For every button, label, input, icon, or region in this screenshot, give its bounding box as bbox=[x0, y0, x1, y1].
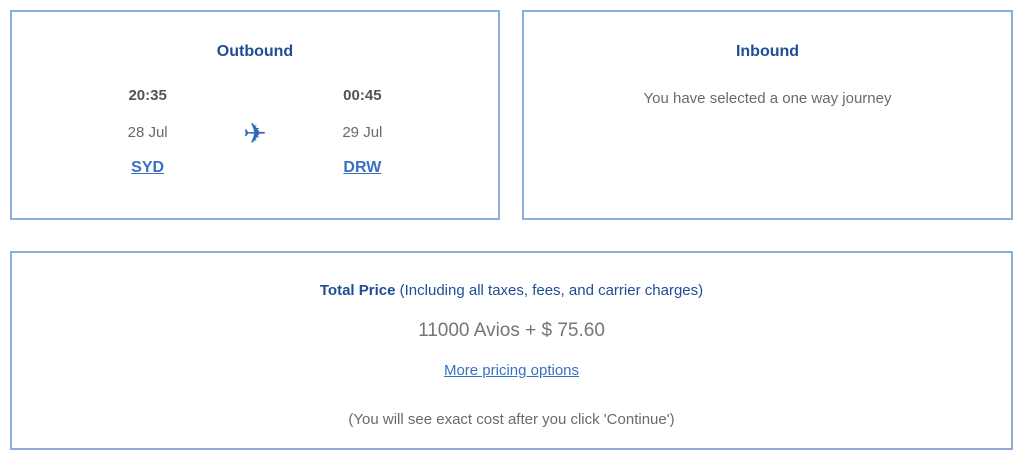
outbound-journey: 20:35 28 Jul SYD ✈ 00:45 29 Jul DRW bbox=[12, 87, 498, 177]
total-price-heading: Total Price (Including all taxes, fees, … bbox=[12, 282, 1011, 299]
departure-time: 20:35 bbox=[128, 87, 167, 104]
price-value: 11000 Avios + $ 75.60 bbox=[418, 320, 605, 341]
arrival-airport-link[interactable]: DRW bbox=[343, 159, 382, 176]
more-pricing-options-link[interactable]: More pricing options bbox=[443, 362, 580, 379]
journey-cards-row: Outbound 20:35 28 Jul SYD ✈ 00:45 29 Jul… bbox=[10, 10, 1013, 220]
departure-date: 28 Jul bbox=[127, 124, 168, 141]
plane-icon: ✈ bbox=[243, 118, 267, 149]
total-price-subtitle: (Including all taxes, fees, and carrier … bbox=[399, 282, 704, 299]
departure-airport-link[interactable]: SYD bbox=[131, 159, 165, 176]
exact-cost-note: (You will see exact cost after you click… bbox=[348, 411, 675, 428]
inbound-card: Inbound You have selected a one way jour… bbox=[522, 10, 1013, 220]
arrival-date: 29 Jul bbox=[342, 124, 383, 141]
outbound-title: Outbound bbox=[216, 43, 294, 60]
departure-leg: 20:35 28 Jul SYD bbox=[52, 87, 243, 177]
outbound-card: Outbound 20:35 28 Jul SYD ✈ 00:45 29 Jul… bbox=[10, 10, 500, 220]
arrival-leg: 00:45 29 Jul DRW bbox=[267, 87, 458, 177]
inbound-title: Inbound bbox=[735, 43, 800, 60]
one-way-message: You have selected a one way journey bbox=[643, 90, 892, 107]
arrival-time: 00:45 bbox=[343, 87, 382, 104]
total-price-card: Total Price (Including all taxes, fees, … bbox=[10, 251, 1013, 450]
total-price-label: Total Price bbox=[319, 282, 396, 299]
